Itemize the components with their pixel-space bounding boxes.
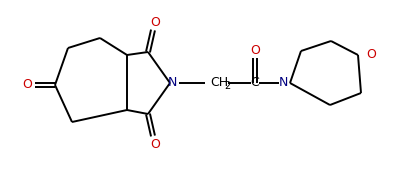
Text: N: N <box>278 76 288 89</box>
Text: O: O <box>250 43 260 56</box>
Text: 2: 2 <box>224 81 230 91</box>
Text: O: O <box>366 49 376 62</box>
Text: O: O <box>22 78 32 91</box>
Text: CH: CH <box>210 76 228 89</box>
Text: N: N <box>167 76 177 89</box>
Text: C: C <box>251 76 259 89</box>
Text: O: O <box>150 137 160 150</box>
Text: O: O <box>150 16 160 29</box>
